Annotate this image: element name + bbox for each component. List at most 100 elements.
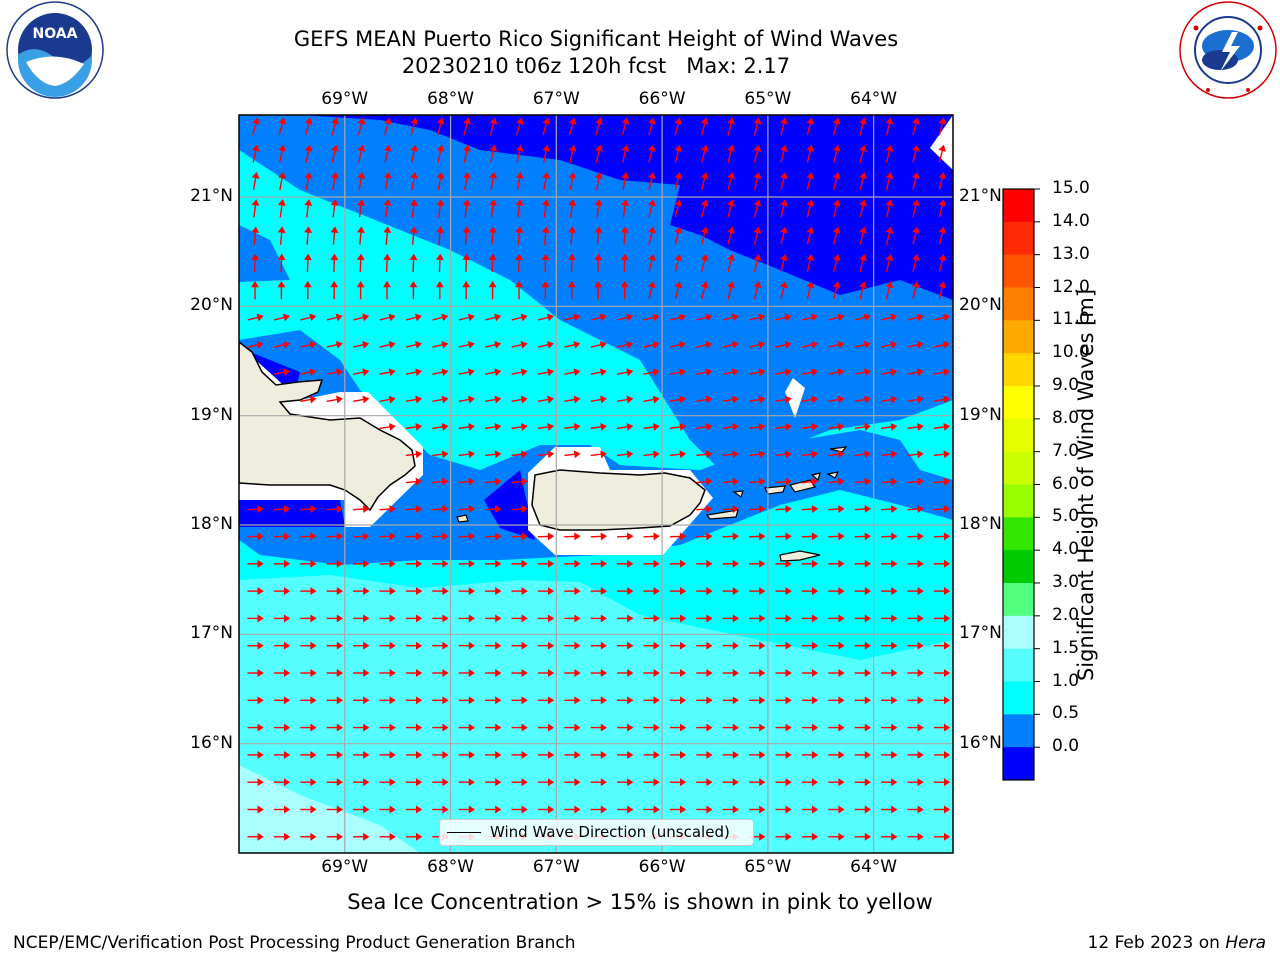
wind-arrow-head bbox=[257, 696, 264, 705]
wind-arrow-head bbox=[652, 423, 660, 431]
wind-arrow-head bbox=[758, 450, 766, 459]
wind-arrow-head bbox=[706, 778, 713, 787]
wind-arrow-head bbox=[362, 340, 370, 349]
legend-label: Wind Wave Direction (unscaled) bbox=[490, 823, 730, 841]
wind-arrow-head bbox=[811, 587, 819, 596]
wind-arrow-head bbox=[257, 778, 264, 787]
wind-arrow-head bbox=[283, 505, 291, 513]
wind-arrow-head bbox=[759, 641, 766, 650]
lon-label-bottom-0: 69°W bbox=[321, 857, 369, 877]
wind-arrow-head bbox=[488, 253, 497, 261]
wind-arrow-head bbox=[415, 368, 423, 377]
wind-arrow-head bbox=[409, 199, 418, 206]
wind-arrow-head bbox=[363, 532, 370, 541]
wind-arrow-head bbox=[758, 505, 766, 513]
wind-arrow-head bbox=[837, 313, 845, 322]
wind-arrow-head bbox=[943, 832, 951, 841]
wind-arrow-head bbox=[706, 559, 713, 568]
wind-arrow-head bbox=[943, 423, 951, 431]
lat-label-left-3: 18°N bbox=[190, 514, 233, 534]
wind-arrow-head bbox=[415, 423, 423, 431]
wind-arrow-head bbox=[574, 778, 581, 787]
lat-label-left-1: 20°N bbox=[190, 295, 233, 316]
wind-arrow-head bbox=[885, 144, 894, 152]
wind-arrow-head bbox=[653, 778, 660, 787]
wind-arrow-head bbox=[304, 253, 312, 261]
wind-arrow-head bbox=[759, 832, 766, 841]
colorbar-swatch bbox=[1003, 648, 1034, 682]
wind-arrow-head bbox=[336, 587, 344, 596]
wind-arrow-head bbox=[759, 750, 766, 759]
wind-arrow-head bbox=[256, 340, 264, 349]
wind-arrow-head bbox=[806, 226, 815, 234]
wind-arrow-head bbox=[436, 226, 445, 233]
wind-arrow-head bbox=[389, 696, 396, 705]
wind-arrow-head bbox=[574, 805, 581, 814]
wind-arrow-head bbox=[336, 723, 344, 732]
wind-arrow-head bbox=[409, 226, 418, 233]
colorbar-swatch bbox=[1003, 484, 1034, 518]
wind-arrow-head bbox=[336, 832, 344, 841]
wind-arrow-head bbox=[257, 832, 264, 841]
wind-arrow-head bbox=[515, 280, 523, 288]
wind-arrow-head bbox=[758, 368, 766, 377]
wind-arrow-head bbox=[943, 723, 951, 732]
wind-arrow-head bbox=[864, 805, 872, 814]
wind-arrow-head bbox=[891, 641, 898, 650]
wind-arrow-head bbox=[389, 832, 396, 841]
wind-arrow-head bbox=[917, 614, 924, 623]
wind-arrow-head bbox=[916, 313, 924, 322]
islet-st-croix bbox=[779, 550, 821, 562]
wind-arrow-head bbox=[626, 450, 634, 459]
wind-arrow-head bbox=[784, 395, 792, 404]
lat-label-right-0: 21°N bbox=[959, 186, 1002, 206]
wind-arrow-head bbox=[599, 368, 607, 377]
wind-arrow-head bbox=[594, 171, 603, 179]
wind-arrow-head bbox=[383, 226, 392, 233]
colorbar-swatch bbox=[1003, 189, 1034, 223]
islet-sombrero bbox=[826, 471, 840, 479]
wind-arrow-head bbox=[837, 368, 845, 377]
wind-arrow-head bbox=[621, 117, 630, 125]
wind-arrow-head bbox=[732, 559, 740, 568]
wind-arrow-head bbox=[653, 587, 660, 596]
wind-arrow-head bbox=[891, 750, 898, 759]
wind-arrow-head bbox=[303, 280, 312, 288]
wind-arrow-head bbox=[811, 395, 819, 404]
wind-arrow-head bbox=[310, 778, 317, 787]
wind-arrow-head bbox=[494, 450, 502, 459]
wind-arrow-head bbox=[753, 172, 762, 180]
wind-arrow-head bbox=[621, 171, 630, 179]
wind-arrow-head bbox=[283, 587, 291, 596]
wind-arrow-head bbox=[732, 423, 739, 431]
wind-arrow-head bbox=[759, 587, 766, 596]
colorbar-swatch bbox=[1003, 615, 1034, 650]
wind-arrow-head bbox=[495, 805, 502, 814]
wind-arrow-head bbox=[468, 614, 476, 623]
wind-arrow-head bbox=[864, 641, 872, 650]
wind-arrow-head bbox=[546, 313, 554, 322]
lon-label-bottom-4: 65°W bbox=[744, 857, 792, 877]
islet-virgin-gorda bbox=[810, 472, 821, 482]
wind-arrow-head bbox=[310, 750, 317, 759]
colorbar-swatch bbox=[1003, 320, 1034, 354]
wind-arrow-head bbox=[336, 696, 344, 705]
wind-arrow-head bbox=[468, 532, 475, 541]
wind-arrow-head bbox=[278, 117, 287, 125]
wind-arrow-head bbox=[917, 532, 924, 541]
wind-arrow-head bbox=[336, 559, 344, 568]
wind-arrow-head bbox=[331, 117, 339, 125]
wind-arrow-head bbox=[336, 505, 343, 513]
wind-arrow-head bbox=[679, 395, 687, 404]
wind-arrow-head bbox=[864, 587, 872, 596]
wind-arrow-head bbox=[415, 805, 423, 814]
islet-tortola bbox=[788, 479, 817, 493]
wind-arrow-head bbox=[336, 532, 343, 541]
wind-arrow-head bbox=[495, 641, 502, 650]
wind-arrow-head bbox=[784, 340, 792, 349]
wind-arrow-head bbox=[309, 313, 317, 322]
wind-arrow-head bbox=[389, 559, 396, 568]
wind-arrow-head bbox=[938, 172, 947, 180]
wind-arrow-head bbox=[363, 832, 370, 841]
wind-arrow-head bbox=[811, 805, 819, 814]
